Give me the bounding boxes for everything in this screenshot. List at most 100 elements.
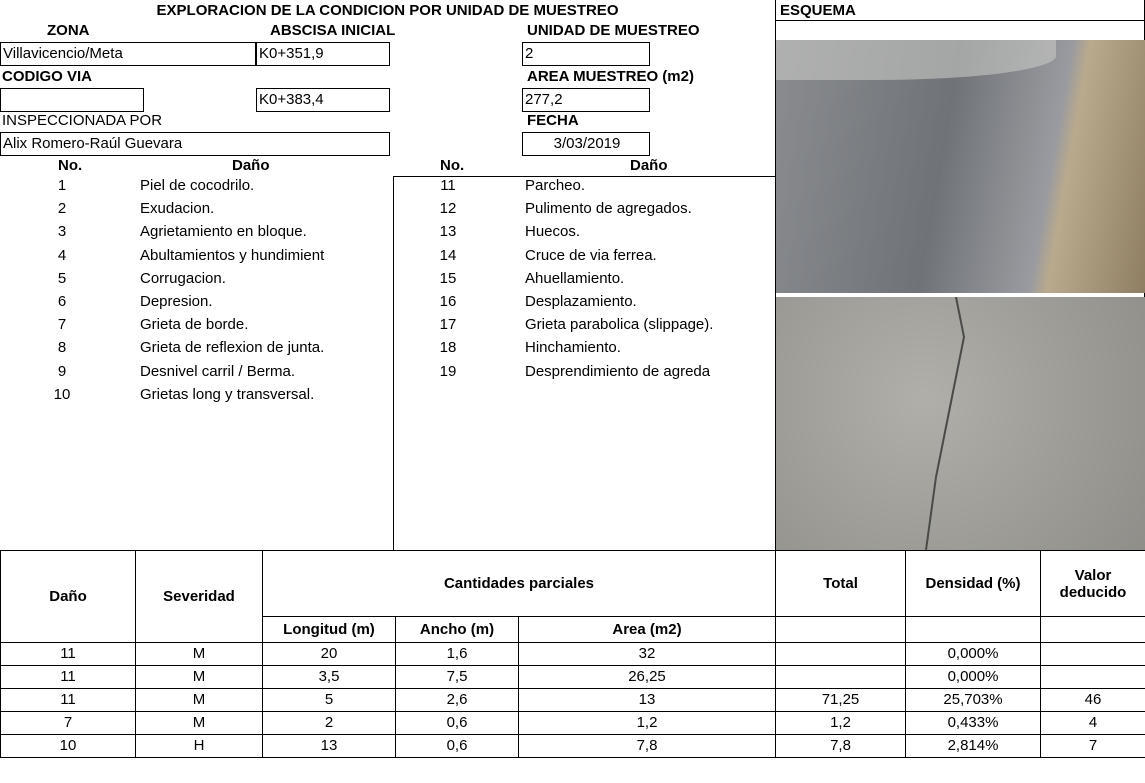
cell: 3,5 — [262, 665, 396, 689]
cell: 7 — [1040, 734, 1145, 758]
cell: 13 — [262, 734, 396, 758]
damage-number: 4 — [57, 246, 67, 264]
cell: 1,6 — [395, 642, 519, 666]
field: Alix Romero-Raúl Guevara — [0, 132, 390, 156]
label: ABSCISA INICIAL — [270, 22, 396, 39]
cell: 0,000% — [905, 665, 1041, 689]
label: INSPECCIONADA POR — [2, 112, 163, 129]
cell: 2 — [262, 711, 396, 735]
damage-name: Exudacion. — [140, 200, 215, 218]
cell: M — [135, 688, 263, 712]
data-table: Daño Severidad Cantidades parciales Total De… — [0, 550, 1145, 758]
damage-name: Cruce de via ferrea. — [525, 246, 657, 264]
cell: 7 — [0, 711, 136, 735]
cell: 20 — [262, 642, 396, 666]
cell: 11 — [0, 665, 136, 689]
damage-number: 9 — [57, 362, 67, 380]
cell: 2,6 — [395, 688, 519, 712]
damage-number: 19 — [439, 362, 457, 380]
damage-name: Agrietamiento en bloque. — [140, 223, 307, 241]
damage-name: Huecos. — [525, 223, 581, 241]
damage-name: Parcheo. — [525, 177, 586, 194]
cell: 0,433% — [905, 711, 1041, 735]
damage-name: Grieta parabolica (slippage). — [525, 316, 714, 334]
damage-number: 8 — [57, 339, 67, 357]
label: ZONA — [47, 22, 90, 39]
header-cell: Severidad — [135, 550, 263, 643]
header-cell: Valor deducido — [1040, 550, 1145, 617]
cell: M — [135, 665, 263, 689]
list-header: Daño — [630, 157, 668, 174]
cell: H — [135, 734, 263, 758]
damage-number: 18 — [439, 339, 457, 357]
damage-name: Desplazamiento. — [525, 293, 637, 310]
list-header: No. — [58, 157, 83, 174]
damage-number: 15 — [439, 269, 457, 287]
header-cell: Total — [775, 550, 906, 617]
damage-number: 1 — [57, 177, 67, 194]
damage-number: 17 — [439, 316, 457, 334]
damage-name: Desnivel carril / Berma. — [140, 362, 296, 380]
damage-name: Hinchamiento. — [525, 339, 621, 357]
cell: 13 — [518, 688, 776, 712]
photo — [776, 40, 1145, 293]
title: EXPLORACION DE LA CONDICION POR UNIDAD D… — [156, 2, 619, 19]
cell: 0,000% — [905, 642, 1041, 666]
label: UNIDAD DE MUESTREO — [527, 22, 700, 39]
damage-number: 2 — [57, 200, 67, 218]
field: K0+383,4 — [256, 88, 390, 112]
list-header: No. — [440, 157, 465, 174]
damage-number: 10 — [53, 385, 71, 403]
cell: 4 — [1040, 711, 1145, 735]
damage-name: Corrugacion. — [140, 269, 226, 287]
field: 3/03/2019 — [522, 132, 650, 156]
damage-name: Grieta de reflexion de junta. — [140, 339, 325, 357]
cell — [1040, 642, 1145, 666]
cell — [775, 642, 906, 666]
damage-name: Grieta de borde. — [140, 316, 249, 334]
cell: 0,6 — [395, 734, 519, 758]
field — [0, 88, 144, 112]
label: AREA MUESTREO (m2) — [527, 68, 694, 85]
cell — [775, 665, 906, 689]
damage-number: 6 — [57, 293, 67, 310]
cell: 46 — [1040, 688, 1145, 712]
cell: 7,8 — [775, 734, 906, 758]
damage-name: Ahuellamiento. — [525, 269, 625, 287]
damage-number: 14 — [439, 246, 457, 264]
damage-number: 7 — [57, 316, 67, 334]
scheme-label: ESQUEMA — [780, 2, 856, 19]
cell: 11 — [0, 642, 136, 666]
damage-number: 12 — [439, 200, 457, 218]
cell — [1040, 665, 1145, 689]
crack — [925, 297, 966, 550]
cell: 10 — [0, 734, 136, 758]
label: FECHA — [527, 112, 579, 129]
header-cell: Area (m2) — [518, 616, 776, 643]
cell: 11 — [0, 688, 136, 712]
header-cell: Ancho (m) — [395, 616, 519, 643]
damage-name: Depresion. — [140, 293, 213, 310]
damage-name: Grietas long y transversal. — [140, 385, 315, 403]
cell: M — [135, 642, 263, 666]
header-cell: Daño — [0, 550, 136, 643]
damage-number: 13 — [439, 223, 457, 241]
damage-number: 5 — [57, 269, 67, 287]
header-cell: Cantidades parciales — [262, 550, 776, 617]
cell: 25,703% — [905, 688, 1041, 712]
header-cell: Densidad (%) — [905, 550, 1041, 617]
damage-number: 3 — [57, 223, 67, 241]
photo — [776, 297, 1145, 550]
cell: 1,2 — [518, 711, 776, 735]
label: CODIGO VIA — [2, 68, 93, 85]
field: K0+351,9 — [256, 42, 390, 66]
damage-name: Pulimento de agregados. — [525, 200, 692, 218]
damage-name: Piel de cocodrilo. — [140, 177, 255, 194]
damage-number: 11 — [440, 177, 456, 194]
damage-name: Desprendimiento de agreda — [525, 362, 711, 380]
cell: 7,8 — [518, 734, 776, 758]
list-header: Daño — [232, 157, 270, 174]
cell: 32 — [518, 642, 776, 666]
cell: 26,25 — [518, 665, 776, 689]
